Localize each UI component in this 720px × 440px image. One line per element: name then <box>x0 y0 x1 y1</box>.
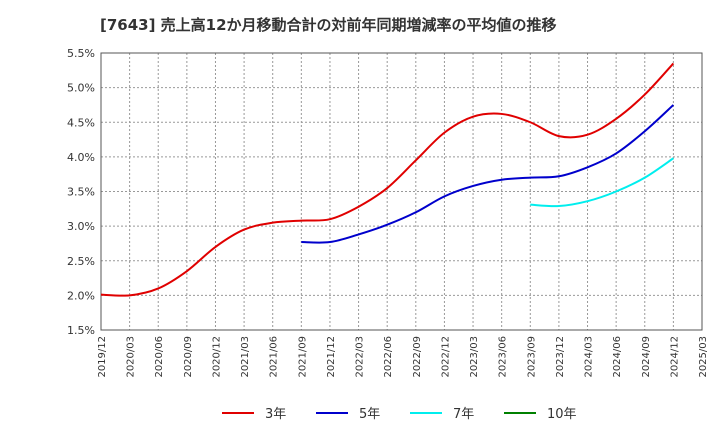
y-tick-label: 3.5% <box>67 186 95 199</box>
legend-label: 3年 <box>265 407 286 422</box>
legend-label: 5年 <box>359 407 380 422</box>
legend-label: 10年 <box>547 407 577 422</box>
series-layer <box>100 62 675 297</box>
x-tick-label: 2020/03 <box>126 336 137 378</box>
y-tick-label: 4.5% <box>67 116 95 129</box>
legend-label: 7年 <box>453 407 474 422</box>
y-axis: 1.5% 2.0% 2.5% 3.0% 3.5% 4.0% 4.5% 5.0% 5.5% <box>67 47 95 337</box>
x-tick-label: 2019/12 <box>97 336 108 378</box>
x-tick-label: 2020/12 <box>211 336 222 378</box>
x-tick-label: 2021/12 <box>326 336 337 378</box>
x-tick-label: 2021/03 <box>240 336 251 378</box>
x-tick-label: 2023/09 <box>526 336 537 378</box>
x-axis: 2019/12 2020/03 2020/06 2020/09 2020/12 2021/… <box>97 336 709 378</box>
y-tick-label: 5.5% <box>67 47 95 60</box>
x-tick-label: 2022/09 <box>412 336 423 378</box>
x-tick-label: 2022/06 <box>383 336 394 378</box>
x-tick-label: 2023/06 <box>498 336 509 378</box>
y-tick-label: 2.5% <box>67 255 95 268</box>
x-tick-label: 2024/06 <box>612 336 623 378</box>
x-tick-label: 2023/03 <box>469 336 480 378</box>
y-tick-label: 4.0% <box>67 151 95 164</box>
series-line-5年 <box>301 104 675 244</box>
y-tick-label: 2.0% <box>67 289 95 302</box>
chart-title: [7643] 売上高12か月移動合計の対前年同期増減率の平均値の推移 <box>100 16 557 34</box>
y-tick-label: 1.5% <box>67 324 95 337</box>
legend: 3年 5年 7年 10年 <box>222 407 577 422</box>
x-tick-label: 2024/09 <box>641 336 652 378</box>
y-tick-label: 3.0% <box>67 220 95 233</box>
series-line-3年 <box>100 62 675 297</box>
plot-frame <box>100 52 703 331</box>
x-tick-label: 2025/03 <box>698 336 709 378</box>
series-line-7年 <box>530 157 674 208</box>
x-tick-label: 2022/12 <box>440 336 451 378</box>
x-tick-label: 2024/12 <box>669 336 680 378</box>
y-tick-label: 5.0% <box>67 82 95 95</box>
x-tick-label: 2022/03 <box>355 336 366 378</box>
x-tick-label: 2020/06 <box>154 336 165 378</box>
x-tick-label: 2023/12 <box>555 336 566 378</box>
x-tick-label: 2021/09 <box>297 336 308 378</box>
x-tick-label: 2021/06 <box>269 336 280 378</box>
x-tick-label: 2024/03 <box>584 336 595 378</box>
grid-layer <box>100 52 703 331</box>
x-tick-label: 2020/09 <box>183 336 194 378</box>
